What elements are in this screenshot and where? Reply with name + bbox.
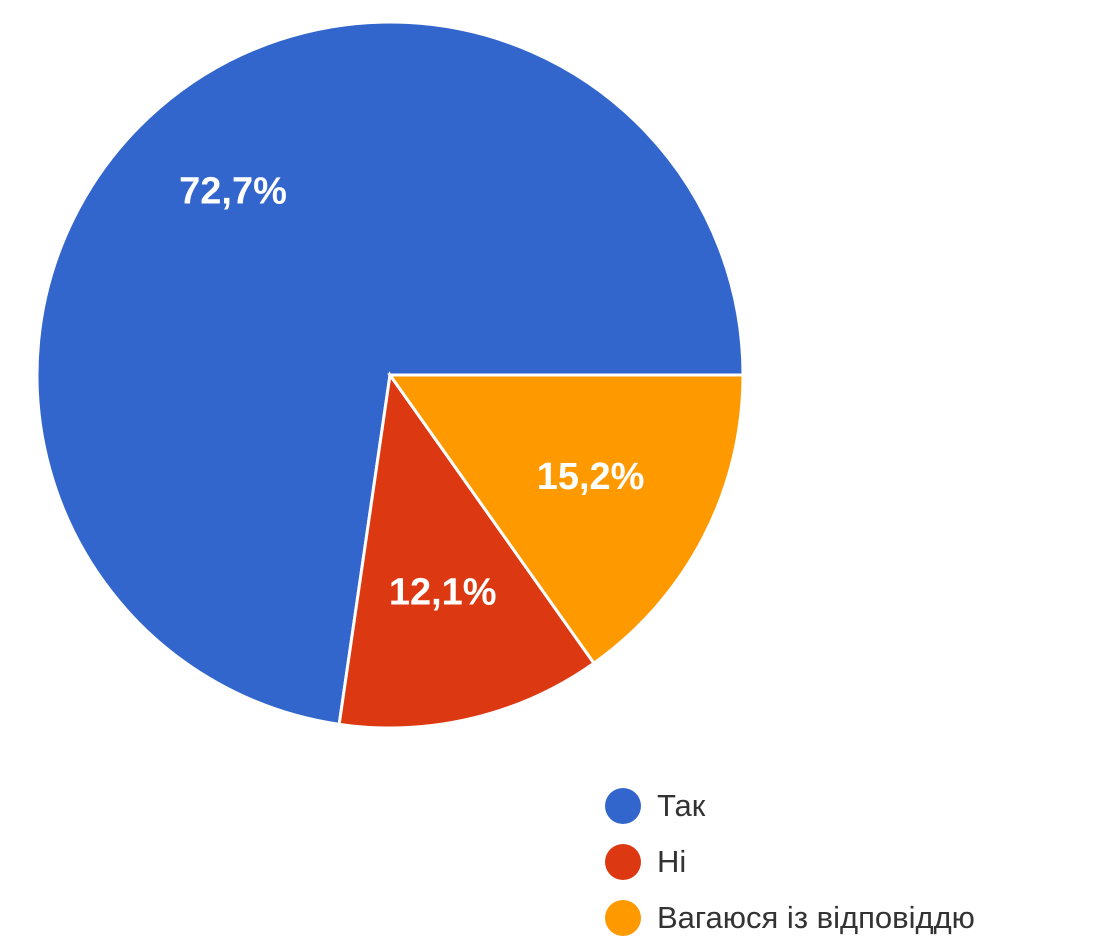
legend-swatch-tak <box>605 788 641 824</box>
legend-label-ni: Ні <box>657 844 687 879</box>
legend-item-ni: Ні <box>605 834 975 890</box>
pie-slice-ni <box>337 371 596 730</box>
legend-swatch-ni <box>605 844 641 880</box>
slice-label-vahaiusia: 15,2% <box>537 456 645 498</box>
slice-label-tak: 72,7% <box>179 171 287 213</box>
legend-item-tak: Так <box>605 778 975 834</box>
legend-label-tak: Так <box>657 788 706 823</box>
chart-legend: Так Ні Вагаюся із відповіддю <box>605 778 975 946</box>
legend-label-vahaiusia: Вагаюся із відповіддю <box>657 900 975 935</box>
legend-item-vahaiusia: Вагаюся із відповіддю <box>605 890 975 946</box>
pie-slice-vahaiusia <box>387 373 745 666</box>
slice-label-ni: 12,1% <box>389 572 497 614</box>
legend-swatch-vahaiusia <box>605 900 641 936</box>
